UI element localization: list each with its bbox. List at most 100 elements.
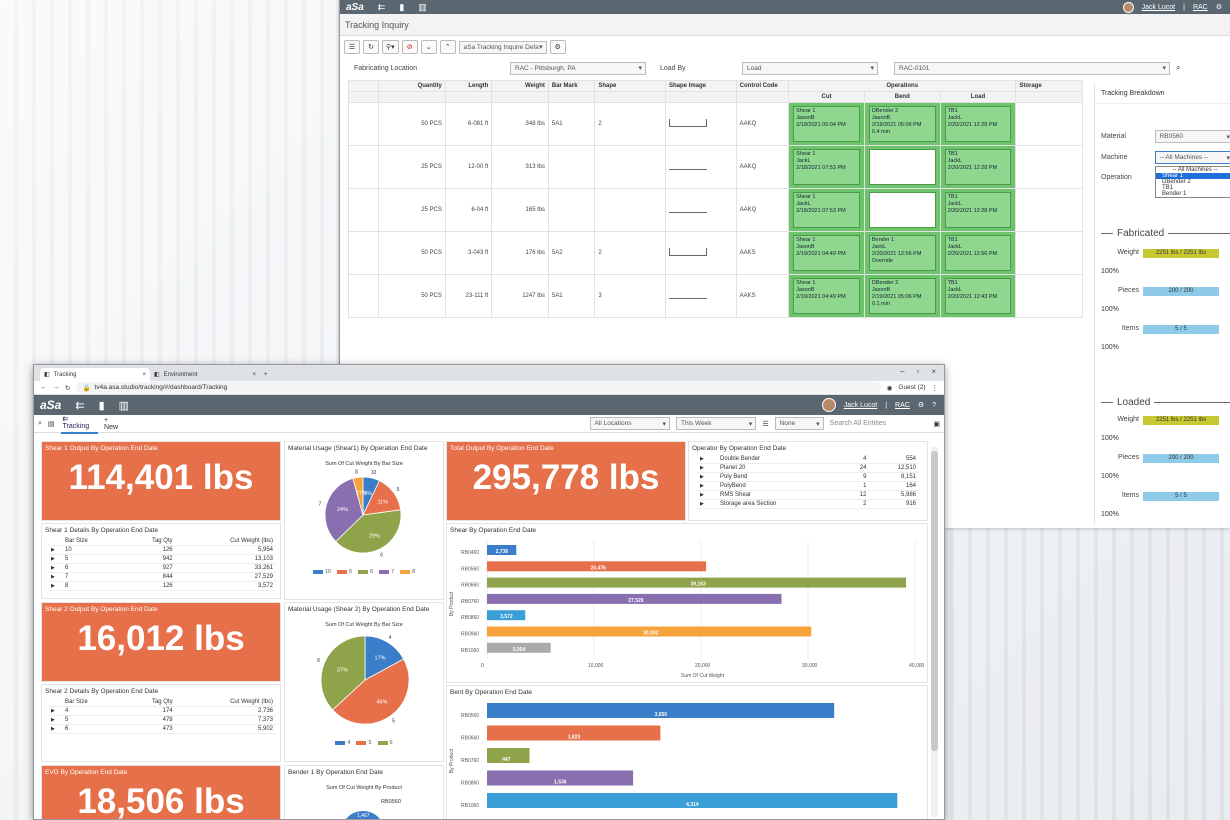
- pie-slice[interactable]: [320, 635, 366, 711]
- bar[interactable]: [487, 642, 551, 653]
- expand-row-icon[interactable]: ▶: [48, 581, 62, 591]
- bar[interactable]: [487, 725, 661, 741]
- pie-slice[interactable]: [324, 477, 364, 543]
- table-row[interactable]: ▶ Planet 20 24 12,510: [697, 463, 919, 473]
- guest-label[interactable]: Guest (2): [898, 384, 926, 391]
- table-row[interactable]: ▶ PolyBend 1 164: [697, 481, 919, 491]
- menu-icon[interactable]: ☰: [344, 40, 360, 54]
- close-icon[interactable]: ×: [252, 371, 256, 378]
- maximize-icon[interactable]: ▫: [916, 367, 920, 376]
- expand-row-icon[interactable]: ▶: [697, 463, 718, 473]
- table-row[interactable]: 50 PCS 6-081 ft 348 lbs 5A1 2 AAKQ Shear 1 Jaso…: [347, 102, 1083, 146]
- col-operations[interactable]: Operations: [788, 80, 1017, 92]
- expand-row-icon[interactable]: ▶: [697, 499, 718, 509]
- document-nav-icon[interactable]: ▮: [399, 1, 405, 12]
- view-settings-icon[interactable]: ⚙: [549, 40, 566, 54]
- op-cell-cut[interactable]: Shear 1 JasonB 2/19/2021 05:04 PM: [788, 102, 865, 146]
- bar[interactable]: [487, 610, 526, 621]
- legend-entry[interactable]: 5: [336, 569, 352, 575]
- expand-row-icon[interactable]: ▶: [48, 572, 62, 582]
- legend-entry[interactable]: 6: [377, 740, 393, 746]
- expand-row-icon[interactable]: ▶: [48, 554, 62, 564]
- group-select[interactable]: None: [774, 417, 824, 430]
- table-row[interactable]: ▶ Double Bender 4 554: [697, 455, 919, 464]
- more-icon[interactable]: ⋮: [931, 384, 939, 392]
- bar[interactable]: [487, 703, 835, 718]
- user-link[interactable]: Jack Lucot: [1141, 3, 1176, 11]
- company-link[interactable]: RAC: [895, 401, 910, 409]
- collapse-up-icon[interactable]: ⌃: [439, 40, 456, 54]
- col-shape[interactable]: Shape: [594, 80, 666, 92]
- avatar[interactable]: [821, 398, 836, 412]
- table-row[interactable]: ▶ 4 174 2,736: [48, 706, 276, 716]
- col-header[interactable]: Tag Qty: [120, 537, 176, 546]
- col-header[interactable]: Bar Size: [62, 698, 121, 707]
- collapse-down-icon[interactable]: ⌄: [420, 40, 437, 54]
- legend-entry[interactable]: 4: [335, 740, 350, 746]
- op-cell-load[interactable]: TB1 JackL 2/20/2021 12:56 PM: [939, 231, 1017, 275]
- expand-row-icon[interactable]: ▶: [697, 455, 718, 464]
- col-control-code[interactable]: Control Code: [735, 80, 790, 92]
- help-icon[interactable]: ?: [932, 401, 936, 409]
- op-cell-cut[interactable]: Shear 1 JackL 2/18/2021 07:53 PM: [788, 145, 865, 189]
- op-cell-cut[interactable]: Shear 1 JackL 2/18/2021 07:53 PM: [788, 188, 865, 232]
- profile-icon[interactable]: ◉: [886, 384, 893, 392]
- legend-entry[interactable]: 10: [312, 569, 331, 575]
- fab-location-select[interactable]: RAC - Pittsburgh, PA: [510, 61, 646, 75]
- table-row[interactable]: 50 PCS 3-043 ft 176 lbs 5A2 2 AAKS Shear 1 Jaso…: [347, 231, 1083, 275]
- row-select[interactable]: [347, 145, 380, 189]
- legend-entry[interactable]: 5: [356, 740, 372, 746]
- col-quantity[interactable]: Quantity: [378, 80, 446, 92]
- row-select[interactable]: [347, 274, 380, 318]
- row-select[interactable]: [347, 231, 380, 275]
- bar[interactable]: [487, 545, 517, 555]
- dashboard-scrollbar[interactable]: [931, 447, 938, 817]
- refresh-icon[interactable]: ↻: [363, 40, 379, 54]
- table-row[interactable]: ▶ 5 478 7,373: [48, 715, 276, 725]
- table-row[interactable]: ▶ 10 126 5,954: [48, 545, 276, 555]
- close-icon[interactable]: ×: [142, 371, 146, 378]
- col-header[interactable]: Cut Weight (lbs): [175, 698, 276, 707]
- op-cell-load[interactable]: TB1 JackL 2/20/2021 12:28 PM: [939, 102, 1017, 146]
- search-icon[interactable]: ⌕: [38, 419, 42, 427]
- back-icon[interactable]: ←: [40, 384, 47, 391]
- pie-slice[interactable]: [335, 509, 402, 554]
- document-nav-icon[interactable]: ▮: [98, 399, 105, 412]
- machine-option[interactable]: Bender 1: [1162, 191, 1187, 197]
- expand-row-icon[interactable]: ▶: [48, 715, 62, 725]
- expand-row-icon[interactable]: ▶: [48, 706, 62, 716]
- table-row[interactable]: ▶ 8 126 3,572: [48, 581, 276, 591]
- op-cell-bend[interactable]: DBender 2 JasonB 2/19/2021 05:06 PM 0.1 min: [863, 274, 941, 318]
- col-header[interactable]: Cut Weight (lbs): [175, 537, 276, 546]
- table-row[interactable]: 50 PCS 23-111 ft 1247 lbs 5A1 3 AAKS Shear 1 Ja…: [347, 274, 1083, 318]
- table-row[interactable]: ▶ 5 942 13,103: [48, 554, 276, 564]
- expand-row-icon[interactable]: ▶: [48, 724, 62, 734]
- machine-select[interactable]: -- All Machines --: [1154, 151, 1230, 164]
- print-icon[interactable]: ▤: [47, 420, 55, 428]
- machine-option[interactable]: TB1: [1162, 185, 1174, 191]
- total-output-tile[interactable]: Total Output By Operation End Date 295,7…: [446, 441, 686, 521]
- location-select[interactable]: All Locations: [589, 417, 670, 430]
- bar[interactable]: [487, 770, 634, 786]
- user-link[interactable]: Jack Lucot: [843, 401, 878, 409]
- col-shape-image[interactable]: Shape Image: [664, 80, 737, 92]
- expand-icon[interactable]: ▣: [933, 420, 940, 428]
- op-cell-cut[interactable]: Shear 1 JasonB 2/19/2021 04:49 PM: [788, 274, 865, 318]
- pie-slice[interactable]: [352, 476, 364, 516]
- list-icon[interactable]: ☰: [762, 420, 769, 428]
- company-link[interactable]: RAC: [1192, 3, 1208, 11]
- chart-nav-icon[interactable]: ▥: [118, 399, 130, 412]
- clear-filter-icon[interactable]: ⊘: [401, 40, 418, 54]
- pie-slice[interactable]: [332, 658, 410, 725]
- search-icon[interactable]: ⌕: [1176, 63, 1181, 72]
- legend-entry[interactable]: 6: [358, 569, 373, 575]
- op-cell-load[interactable]: TB1 JackL 2/20/2021 12:28 PM: [939, 145, 1017, 189]
- tracking-nav-tab[interactable]: ⇇ Tracking: [60, 413, 99, 434]
- table-row[interactable]: ▶ RMS Shear 12 5,986: [697, 490, 919, 500]
- col-storage[interactable]: Storage: [1015, 80, 1083, 92]
- material-select[interactable]: RB0560: [1154, 130, 1230, 143]
- new-tab-button[interactable]: +: [264, 371, 268, 378]
- table-row[interactable]: ▶ 6 927 33,261: [48, 563, 276, 573]
- op-cell-bend[interactable]: [863, 145, 941, 189]
- op-cell-bend[interactable]: Bender 1 JackL 2/20/2021 12:56 PM Override: [863, 231, 941, 275]
